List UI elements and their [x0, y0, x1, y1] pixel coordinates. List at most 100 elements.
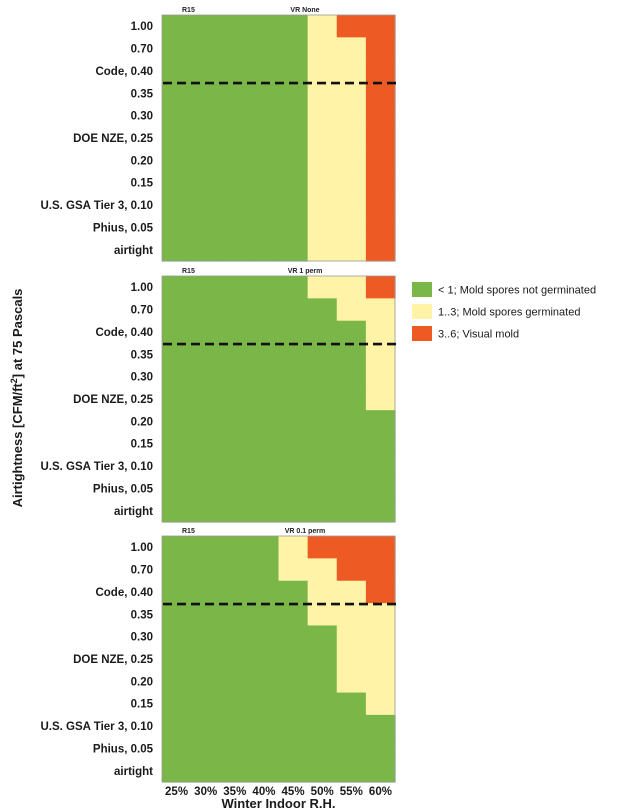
- heatmap-cell: [365, 387, 396, 411]
- heatmap-cell: [162, 216, 192, 240]
- heatmap-cell: [162, 603, 192, 627]
- heatmap-cell: [220, 15, 250, 38]
- legend-swatch: [412, 282, 432, 297]
- y-tick-label: 0.15: [131, 178, 154, 190]
- heatmap-cell: [249, 714, 280, 738]
- x-tick-label: 55%: [340, 786, 363, 798]
- heatmap-cell: [278, 365, 309, 389]
- heatmap-cell: [336, 343, 367, 367]
- heatmap-cell: [307, 670, 338, 694]
- heatmap-cell: [278, 558, 309, 582]
- heatmap-cell: [249, 737, 280, 761]
- heatmap-cell: [365, 320, 396, 344]
- heatmap-cell: [336, 276, 367, 299]
- heatmap-cell: [278, 37, 309, 61]
- heatmap-cell: [278, 432, 309, 456]
- heatmap-cell: [278, 320, 309, 344]
- y-tick-label: 0.30: [131, 632, 153, 644]
- heatmap-cell: [278, 171, 309, 195]
- heatmap-cell: [307, 603, 338, 627]
- heatmap-cell: [220, 149, 250, 173]
- heatmap-cell: [249, 454, 280, 478]
- heatmap-cell: [220, 580, 250, 604]
- heatmap-cell: [191, 647, 221, 671]
- x-tick-label: 60%: [369, 786, 392, 798]
- heatmap-cell: [336, 216, 367, 240]
- heatmap-cell: [307, 320, 338, 344]
- heatmap-cell: [278, 603, 309, 627]
- panel-title-vapor-retarder: VR 1 perm: [288, 268, 323, 275]
- heatmap-cell: [162, 37, 192, 61]
- heatmap-cell: [365, 603, 396, 627]
- heatmap-cell: [336, 536, 367, 559]
- y-tick-label: 0.30: [131, 372, 153, 384]
- y-tick-label: U.S. GSA Tier 3, 0.10: [41, 721, 154, 733]
- heatmap-cell: [336, 149, 367, 173]
- legend-label: < 1; Mold spores not germinated: [438, 285, 596, 297]
- heatmap-cell: [336, 387, 367, 411]
- heatmap-cell: [249, 580, 280, 604]
- heatmap-cell: [191, 343, 221, 367]
- heatmap-cell: [191, 432, 221, 456]
- heatmap-cell: [162, 276, 192, 299]
- heatmap-cell: [162, 59, 192, 83]
- heatmap-cell: [307, 59, 338, 83]
- heatmap-cell: [307, 216, 338, 240]
- heatmap-cell: [307, 37, 338, 61]
- heatmap-cell: [307, 126, 338, 150]
- heatmap-cell: [162, 104, 192, 128]
- heatmap-cell: [336, 432, 367, 456]
- heatmap-cell: [336, 759, 367, 783]
- heatmap-cell: [365, 580, 396, 604]
- heatmap-cell: [191, 499, 221, 523]
- heatmap-cell: [307, 454, 338, 478]
- y-tick-label: Code, 0.40: [95, 66, 153, 78]
- heatmap-cell: [307, 149, 338, 173]
- heatmap-cell: [249, 432, 280, 456]
- x-tick-label: 45%: [282, 786, 305, 798]
- x-tick-label: 40%: [252, 786, 275, 798]
- heatmap-cell: [162, 432, 192, 456]
- heatmap-cell: [307, 714, 338, 738]
- y-tick-label: DOE NZE, 0.25: [73, 133, 153, 145]
- heatmap-cell: [278, 670, 309, 694]
- heatmap-cell: [191, 737, 221, 761]
- heatmap-cell: [336, 625, 367, 649]
- heatmap-cell: [162, 580, 192, 604]
- heatmap-cell: [162, 558, 192, 582]
- y-tick-label: 0.30: [131, 111, 153, 123]
- heatmap-cell: [307, 343, 338, 367]
- heatmap-cell: [249, 298, 280, 322]
- heatmap-cell: [220, 37, 250, 61]
- heatmap-cell: [365, 104, 396, 128]
- heatmap-cell: [307, 298, 338, 322]
- heatmap-cell: [365, 238, 396, 262]
- heatmap-cell: [336, 126, 367, 150]
- heatmap-cell: [162, 343, 192, 367]
- y-tick-label: 0.15: [131, 699, 154, 711]
- heatmap-cell: [191, 298, 221, 322]
- y-tick-label: Phius, 0.05: [93, 483, 154, 495]
- heatmap-cell: [220, 670, 250, 694]
- heatmap-cell: [220, 298, 250, 322]
- heatmap-cell: [162, 387, 192, 411]
- heatmap-cell: [278, 499, 309, 523]
- y-tick-label: airtight: [114, 506, 153, 518]
- heatmap-cell: [365, 298, 396, 322]
- panel-title-vapor-retarder: VR 0.1 perm: [285, 528, 325, 535]
- heatmap-cell: [220, 536, 250, 559]
- heatmap-cell: [365, 759, 396, 783]
- heatmap-cell: [162, 320, 192, 344]
- heatmap-cell: [307, 365, 338, 389]
- heatmap-cell: [278, 692, 309, 716]
- heatmap-cell: [220, 365, 250, 389]
- heatmap-cell: [220, 714, 250, 738]
- heatmap-cell: [249, 15, 280, 38]
- y-tick-label: DOE NZE, 0.25: [73, 394, 153, 406]
- heatmap-cell: [336, 365, 367, 389]
- heatmap-cell: [336, 298, 367, 322]
- heatmap-cell: [220, 558, 250, 582]
- heatmap-cell: [278, 104, 309, 128]
- y-tick-label: Phius, 0.05: [93, 222, 154, 234]
- heatmap-cell: [162, 410, 192, 434]
